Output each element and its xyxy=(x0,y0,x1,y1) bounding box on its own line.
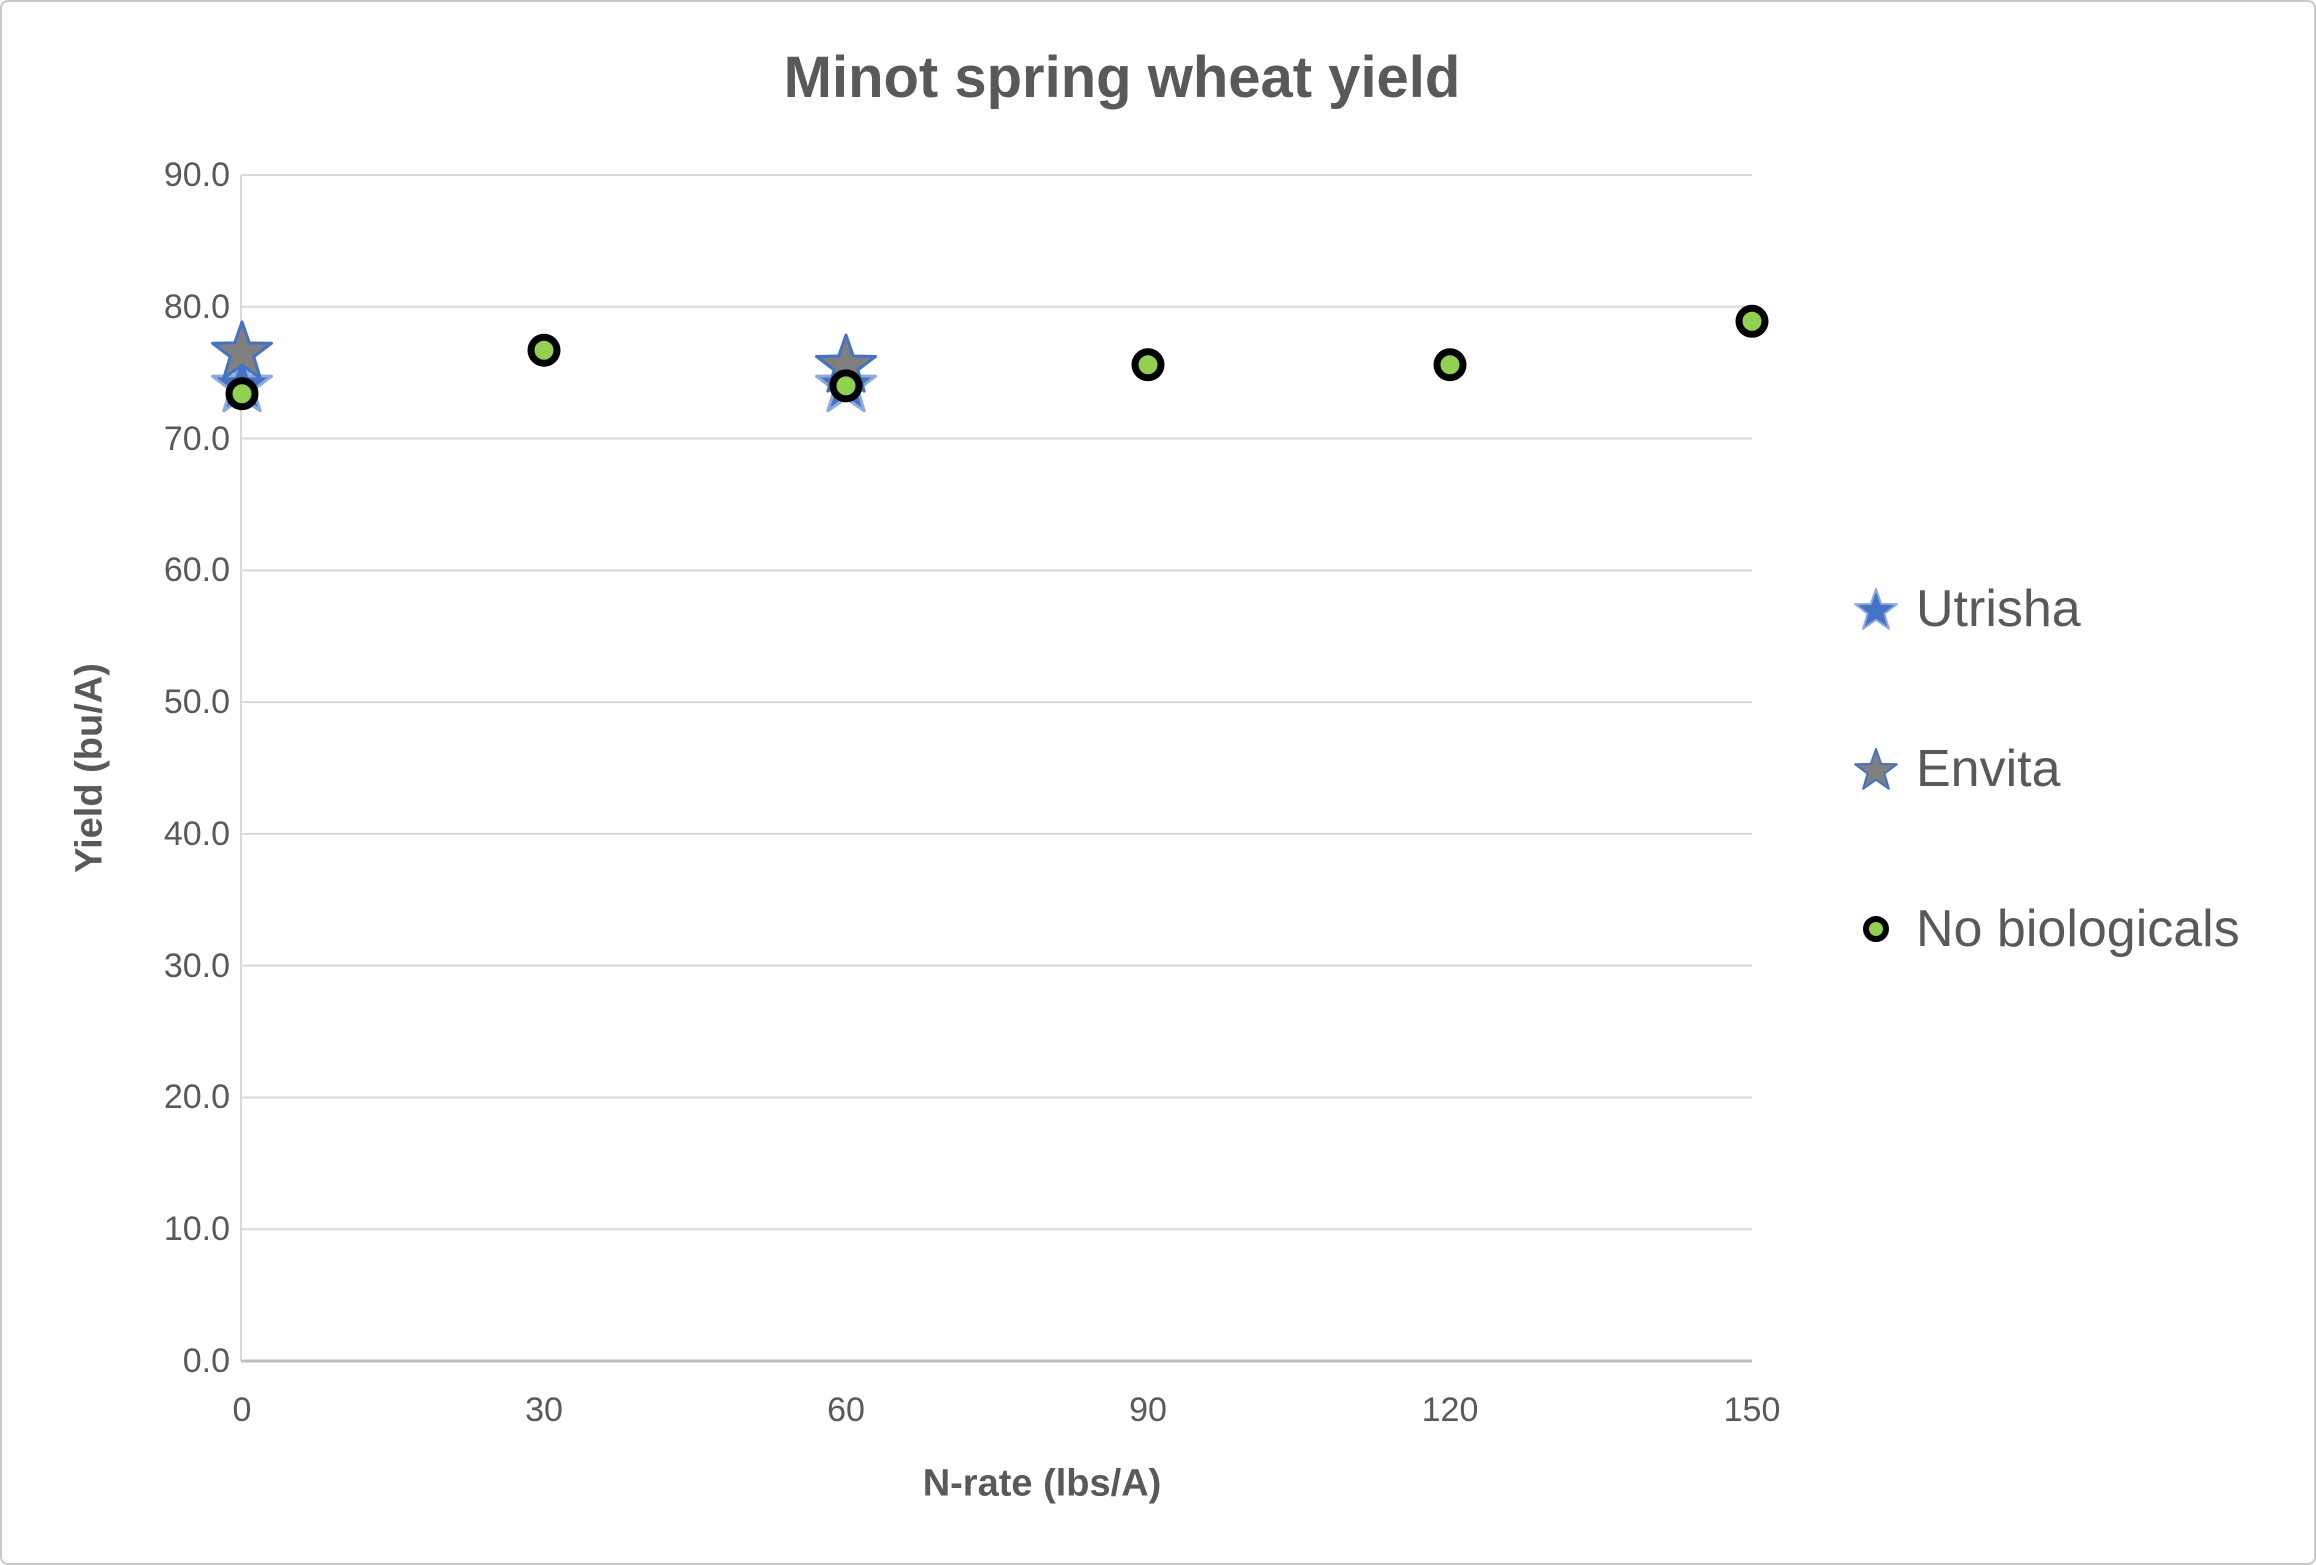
y-tick-label: 50.0 xyxy=(163,683,230,722)
x-tick-label: 0 xyxy=(232,1391,252,1429)
y-tick-label: 80.0 xyxy=(163,287,230,326)
data-point-envita xyxy=(211,320,273,380)
data-point-no-biologicals xyxy=(225,377,259,411)
x-tick-label: 120 xyxy=(1421,1391,1479,1429)
y-tick-label: 20.0 xyxy=(163,1078,230,1117)
data-point-no-biologicals xyxy=(527,333,561,367)
chart-title: Minot spring wheat yield xyxy=(783,45,1461,110)
y-tick-label: 10.0 xyxy=(163,1210,230,1249)
star-icon xyxy=(1854,588,1898,630)
data-point-no-biologicals xyxy=(1433,348,1467,382)
data-point-no-biologicals xyxy=(1735,304,1769,338)
legend-marker-utrisha-icon xyxy=(1854,588,1898,630)
data-point-no-biologicals xyxy=(1131,348,1165,382)
x-tick-label: 60 xyxy=(827,1391,865,1429)
x-axis-title: N-rate (lbs/A) xyxy=(922,1462,1162,1505)
y-tick-label: 70.0 xyxy=(163,419,230,458)
legend-marker-no-biologicals-icon xyxy=(1863,916,1889,942)
x-tick-label: 30 xyxy=(525,1391,563,1429)
y-tick-label: 30.0 xyxy=(163,946,230,985)
legend-label: Envita xyxy=(1916,740,2061,798)
y-tick-label: 60.0 xyxy=(163,551,230,590)
x-tick-label: 90 xyxy=(1129,1391,1167,1429)
circle-icon xyxy=(1863,916,1889,942)
y-tick-label: 40.0 xyxy=(163,814,230,853)
legend-entry-no-biologicals: No biologicals xyxy=(1848,899,2240,959)
legend-marker-envita-icon xyxy=(1854,748,1898,790)
legend-entry-envita: Envita xyxy=(1848,739,2061,799)
legend-label: Utrisha xyxy=(1916,580,2081,638)
legend-label: No biologicals xyxy=(1916,900,2240,958)
star-icon xyxy=(1854,748,1898,790)
y-tick-label: 0.0 xyxy=(182,1342,230,1380)
y-axis-title: Yield (bu/A) xyxy=(68,663,111,873)
y-tick-label: 90.0 xyxy=(163,156,230,194)
data-point-no-biologicals xyxy=(829,369,863,403)
x-tick-label: 150 xyxy=(1723,1391,1781,1429)
legend-entry-utrisha: Utrisha xyxy=(1848,579,2081,639)
